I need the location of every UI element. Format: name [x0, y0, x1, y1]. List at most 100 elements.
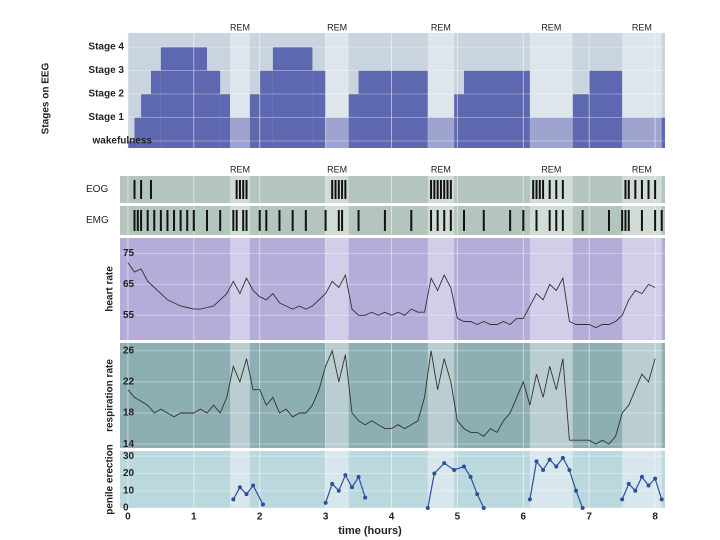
data-point	[251, 483, 256, 488]
data-point	[541, 468, 546, 472]
x-tick-label: 5	[455, 512, 461, 523]
strip-label: EMG	[86, 215, 109, 226]
stage-step	[589, 70, 623, 148]
data-point	[633, 488, 638, 493]
data-point	[432, 471, 437, 476]
rem-band	[427, 206, 455, 235]
stage-step	[272, 47, 313, 148]
x-tick-label: 4	[389, 512, 395, 523]
rem-label: REM	[632, 164, 652, 174]
data-point	[626, 481, 631, 486]
stage-label: Stage 2	[88, 89, 124, 100]
data-point	[330, 481, 335, 486]
x-tick-label: 2	[257, 512, 263, 523]
data-point	[574, 488, 579, 493]
data-point	[356, 474, 361, 479]
data-point	[468, 474, 473, 479]
y-axis-label: penile erection	[105, 444, 116, 515]
panel-background	[120, 206, 665, 235]
x-tick-label: 7	[586, 512, 592, 523]
y-tick-label: 55	[123, 310, 135, 321]
rem-band	[325, 451, 349, 508]
y-tick-label: 30	[123, 451, 135, 462]
stage-step	[454, 94, 465, 148]
data-point	[527, 497, 532, 502]
data-point	[639, 474, 644, 479]
data-point	[659, 497, 664, 502]
rem-band	[427, 451, 455, 508]
panel-background	[120, 176, 665, 203]
x-tick-label: 8	[652, 512, 658, 523]
data-point	[452, 468, 457, 472]
stage-step	[127, 140, 135, 148]
data-line	[127, 262, 656, 329]
y-tick-label: 18	[123, 408, 135, 419]
x-tick-label: 1	[191, 512, 197, 523]
rem-label: REM	[327, 164, 347, 174]
y-tick-label: 10	[123, 485, 135, 496]
rem-label: REM	[632, 22, 652, 32]
rem-band	[325, 343, 349, 448]
data-point	[462, 464, 467, 469]
data-point	[560, 455, 565, 460]
data-line	[127, 349, 656, 445]
data-point	[349, 485, 354, 490]
y-tick-label: 14	[123, 439, 135, 450]
rem-band	[427, 33, 455, 148]
y-tick-label: 65	[123, 279, 135, 290]
rem-band	[230, 238, 250, 340]
data-point	[547, 457, 552, 462]
stage-step	[348, 94, 359, 148]
stage-step	[358, 70, 428, 148]
x-tick-label: 3	[323, 512, 329, 523]
rem-band	[529, 33, 573, 148]
data-point	[343, 473, 348, 478]
panel-background	[120, 451, 665, 508]
y-tick-label: 75	[123, 248, 135, 259]
rem-label: REM	[230, 164, 250, 174]
data-point	[442, 461, 447, 466]
stage-label: Stage 3	[88, 65, 124, 76]
stage-label: Stage 1	[88, 112, 124, 123]
stage-step	[427, 117, 455, 148]
data-point	[481, 506, 486, 510]
rem-band	[325, 33, 349, 148]
rem-band	[325, 206, 349, 235]
data-point	[475, 492, 480, 497]
x-tick-label: 6	[521, 512, 527, 523]
panel-background	[120, 343, 665, 448]
rem-label: REM	[431, 164, 451, 174]
data-point	[425, 506, 430, 510]
stage-step	[622, 117, 665, 148]
stage-label: wakefulness	[92, 136, 153, 147]
rem-band	[325, 238, 349, 340]
data-point	[261, 502, 266, 507]
stage-step	[249, 94, 260, 148]
data-point	[554, 464, 559, 469]
rem-band	[427, 238, 455, 340]
stage-step	[312, 70, 326, 148]
data-point	[237, 485, 242, 490]
stage-step	[160, 47, 207, 148]
stage-step	[529, 117, 573, 148]
data-point	[653, 476, 658, 481]
rem-label: REM	[541, 164, 561, 174]
y-tick-label: 22	[123, 377, 135, 388]
stage-step	[150, 70, 161, 148]
rem-band	[230, 33, 250, 148]
stage-step	[206, 70, 221, 148]
data-point	[646, 483, 651, 488]
stage-step	[141, 94, 151, 148]
rem-band	[230, 206, 250, 235]
data-point	[534, 459, 539, 464]
strip-label: EOG	[86, 184, 108, 195]
y-axis-label: respiration rate	[105, 359, 116, 432]
rem-label: REM	[230, 22, 250, 32]
rem-band	[427, 343, 455, 448]
stage-step	[134, 117, 142, 148]
stage-label: Stage 4	[88, 42, 124, 53]
stage-step	[464, 70, 530, 148]
data-point	[620, 497, 625, 502]
rem-band	[622, 343, 662, 448]
